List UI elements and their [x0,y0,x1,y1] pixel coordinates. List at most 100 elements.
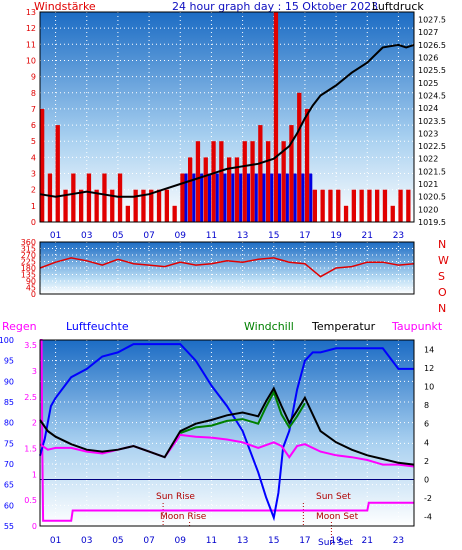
wind-tick-label: 10 [26,56,36,65]
x-tick-label: 03 [81,536,92,546]
pressure-tick-label: 1021.5 [418,167,446,176]
wind-tick-label: 7 [31,105,36,114]
rain-tick-label: 3 [32,367,37,376]
pressure-tick-label: 1024 [418,104,438,113]
x-tick-label: 07 [143,536,154,546]
rain-line [40,339,414,522]
pressure-tick-label: 1024.5 [418,91,446,100]
wind-bar [219,141,224,222]
pressure-tick-label: 1023.5 [418,117,446,126]
wind-pressure-axes: 0123456789101112131019.510201020.5102110… [26,8,446,241]
legend-humidity: Luftfeuchte [66,320,129,333]
wind-bar [359,189,364,222]
wind-direction-plot-area [40,242,414,294]
temperature-tick-label: -2 [424,494,432,503]
pressure-axis-title: Luftdruck [372,0,424,13]
gust-bar [239,173,243,222]
rain-tick-label: 1 [32,470,37,479]
wind-bar [382,189,388,222]
x-tick-label: 11 [206,231,217,241]
wind-direction-line-group [39,257,415,278]
humidity-tick-label: 70 [4,460,14,469]
temperature-tick-label: 12 [424,364,434,373]
x-tick-label: 09 [175,231,187,241]
gust-bar [262,173,266,222]
wind-bar [343,205,349,222]
x-tick-label: 13 [237,536,248,546]
pressure-tick-label: 1025.5 [418,66,446,75]
pressure-tick-label: 1026 [418,54,438,63]
climate-frame [39,339,415,527]
compass-label: N [438,302,446,315]
wind-bar [312,189,317,222]
wind-bar [102,173,107,222]
humidity-tick-label: 55 [4,522,14,531]
temperature-tick-label: 2 [424,457,429,466]
wind-tick-label: 1 [31,202,36,211]
humidity-tick-label: 100 [0,336,14,345]
rain-tick-label: 0.5 [24,496,37,505]
x-tick-label: 07 [143,231,154,241]
x-tick-label: 01 [50,536,61,546]
gust-bar [293,173,297,222]
pressure-line [39,43,415,198]
wind-bar [234,157,240,222]
rain-tick-label: 3.5 [24,341,37,350]
x-tick-label: 03 [81,231,92,241]
wind-bar [94,189,99,222]
temperature-tick-label: 6 [424,420,429,429]
wind-bar [227,157,232,222]
pressure-tick-label: 1023 [418,129,438,138]
temperature-tick-label: 8 [424,401,429,410]
sun-set-axis-label: Sun Set [318,538,353,548]
x-tick-label: 09 [175,536,187,546]
wind-bar [164,189,169,222]
wind-bar [281,141,286,222]
wind-direction-frame [39,241,415,295]
wind-tick-label: 5 [31,137,36,146]
wind-bar [242,141,247,222]
temperature-tick-label: 10 [424,383,434,392]
humidity-tick-label: 60 [4,501,14,510]
pressure-tick-label: 1019.5 [418,218,446,227]
wind-bar [156,189,162,222]
direction-tick-label: 315 [21,245,36,254]
pressure-tick-label: 1020 [418,205,438,214]
x-tick-label: 05 [112,231,123,241]
wind-bar [180,173,185,222]
humidity-tick-label: 95 [4,357,14,366]
humidity-tick-label: 80 [4,419,14,428]
temperature-tick-label: 4 [424,438,429,447]
wind-tick-label: 2 [31,186,36,195]
wind-axis-title: Windstärke [34,0,96,13]
gust-bar [200,173,204,222]
wind-bar [289,125,294,222]
climate-plot-area [40,340,414,526]
x-tick-label: 11 [206,536,217,546]
climate-line-group [39,339,415,522]
humidity-line [39,343,414,522]
humidity-tick-label: 90 [4,377,14,386]
gust-bar [231,173,235,222]
gust-bar [192,173,196,222]
wind-bar [195,141,201,222]
wind-bar [406,189,411,222]
x-tick-label: 19 [330,536,342,546]
x-tick-label: 15 [268,536,279,546]
wind-bar [133,189,138,222]
direction-tick-label: 270 [21,251,36,260]
direction-tick-label: 360 [21,238,36,247]
legend-windchill: Windchill [244,320,294,333]
dewpoint-line [39,433,415,468]
gust-bar [215,173,219,222]
pressure-tick-label: 1022.5 [418,142,446,151]
wind-tick-label: 0 [31,218,36,227]
wind-bar [211,141,216,222]
moon-set-label: Moon Set [316,512,359,522]
wind-bar [375,189,380,222]
direction-tick-label: 0 [31,290,36,299]
wind-tick-label: 3 [31,170,36,179]
wind-tick-label: 9 [31,73,36,82]
